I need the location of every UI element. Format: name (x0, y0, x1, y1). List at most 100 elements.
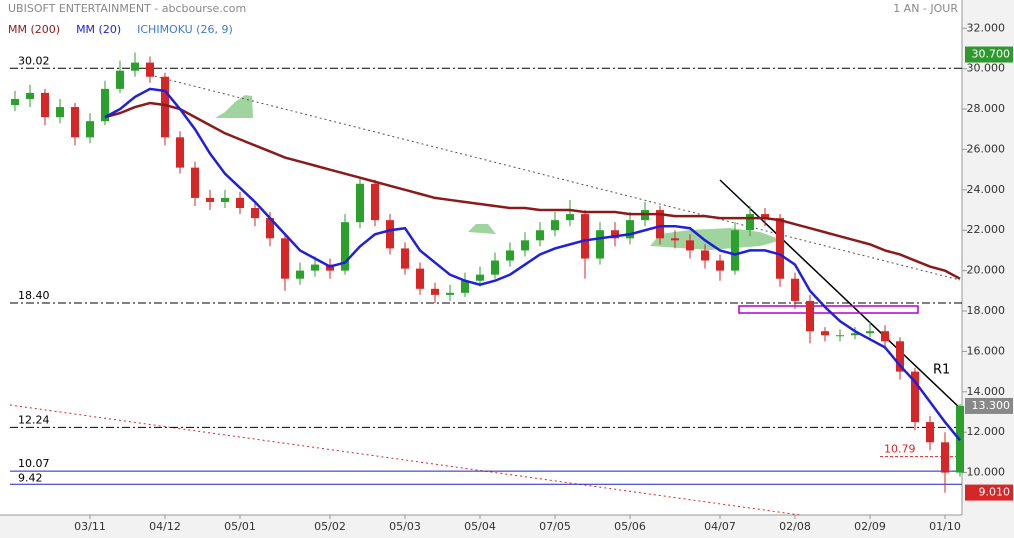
price-tag-label: 30.700 (972, 48, 1011, 61)
candle-body (791, 278, 799, 301)
x-tick-label: 03/11 (74, 520, 106, 533)
candle-body (896, 341, 904, 372)
x-tick-label: 01/10 (929, 520, 961, 533)
y-tick-label: 16.000 (967, 344, 1006, 357)
ma-line (104, 87, 961, 442)
candle-body (371, 183, 379, 221)
x-tick-label: 04/07 (704, 520, 736, 533)
ichimoku-cloud (468, 224, 496, 234)
candle-body (56, 107, 64, 118)
candle-body (866, 331, 874, 334)
y-tick-label: 28.000 (967, 102, 1006, 115)
level-label: 12.24 (18, 413, 50, 426)
candle-body (191, 167, 199, 198)
y-tick-label: 20.000 (967, 264, 1006, 277)
candle-body (521, 240, 529, 251)
y-tick-label: 22.000 (967, 223, 1006, 236)
price-tag (965, 46, 1013, 63)
ichimoku-cloud (650, 228, 782, 250)
y-tick-label: 32.000 (967, 21, 1006, 34)
candle-body (806, 300, 814, 332)
x-tick-label: 05/02 (314, 520, 346, 533)
x-tick-label: 05/01 (224, 520, 256, 533)
x-tick-label: 04/12 (149, 520, 181, 533)
candle-body (281, 238, 289, 279)
candle-body (596, 230, 604, 259)
candle-body (536, 230, 544, 241)
candle-body (26, 92, 34, 99)
legend-entry: MM (200) (8, 23, 60, 36)
candle-body (701, 250, 709, 261)
candle-body (71, 107, 79, 138)
y-tick-label: 30.000 (967, 62, 1006, 75)
price-tag-label: 9.010 (979, 486, 1011, 499)
candle-body (416, 268, 424, 289)
candle-body (911, 371, 919, 423)
y-tick-label: 12.000 (967, 425, 1006, 438)
ichimoku-cloud (215, 95, 253, 118)
zone-box (738, 305, 919, 314)
x-tick-label: 02/08 (779, 520, 811, 533)
candle-body (746, 214, 754, 231)
candle-body (11, 98, 19, 106)
x-tick-label: 05/03 (389, 520, 421, 533)
candle-body (401, 248, 409, 269)
candle-body (161, 76, 169, 138)
annotation: R1 (933, 363, 950, 378)
candle-body (251, 208, 259, 219)
candle-body (671, 238, 679, 241)
candle-body (356, 183, 364, 223)
y-tick-label: 14.000 (967, 385, 1006, 398)
candle-body (266, 218, 274, 239)
candle-body (341, 222, 349, 271)
legend-entry: ICHIMOKU (26, 9) (137, 23, 233, 36)
y-tick-label: 24.000 (967, 183, 1006, 196)
candle-body (431, 288, 439, 295)
candle-body (716, 260, 724, 271)
x-tick-label: 05/04 (464, 520, 496, 533)
candle-body (461, 280, 469, 293)
ma-line (104, 101, 961, 280)
candle-body (836, 335, 844, 337)
level-label: 18.40 (18, 289, 50, 302)
candle-body (206, 197, 214, 202)
candle-body (446, 292, 454, 295)
candle-body (626, 220, 634, 239)
candle-body (386, 220, 394, 249)
candle-body (491, 260, 499, 275)
trend-line (149, 74, 961, 281)
candle-body (131, 62, 139, 71)
candle-body (656, 210, 664, 239)
x-tick-label: 05/06 (614, 520, 646, 533)
candle-body (776, 218, 784, 279)
candle-body (476, 274, 484, 281)
candle-body (686, 240, 694, 251)
candle-body (101, 88, 109, 122)
candle-body (731, 230, 739, 271)
plot-area (0, 0, 962, 515)
chart-subtitle: 1 AN - JOUR (893, 2, 958, 15)
level-label: 10.79 (884, 443, 916, 456)
candle-body (506, 250, 514, 261)
candle-body (851, 333, 859, 336)
candle-body (146, 62, 154, 77)
candle-body (566, 214, 574, 221)
candle-body (116, 70, 124, 89)
candle-body (176, 137, 184, 168)
price-tag-label: 13.300 (972, 399, 1011, 412)
candle-body (296, 270, 304, 279)
y-tick-label: 26.000 (967, 142, 1006, 155)
candle-body (221, 197, 229, 202)
legend-entry: MM (20) (76, 23, 121, 36)
candle-body (311, 264, 319, 271)
level-label: 9.42 (18, 471, 43, 484)
candle-body (821, 331, 829, 336)
candle-body (581, 214, 589, 259)
candle-body (86, 121, 94, 138)
candle-body (41, 92, 49, 118)
candle-body (926, 422, 934, 443)
candle-body (941, 442, 949, 473)
chart-title: UBISOFT ENTERTAINMENT - abcbourse.com (8, 2, 246, 15)
x-tick-label: 02/09 (854, 520, 886, 533)
